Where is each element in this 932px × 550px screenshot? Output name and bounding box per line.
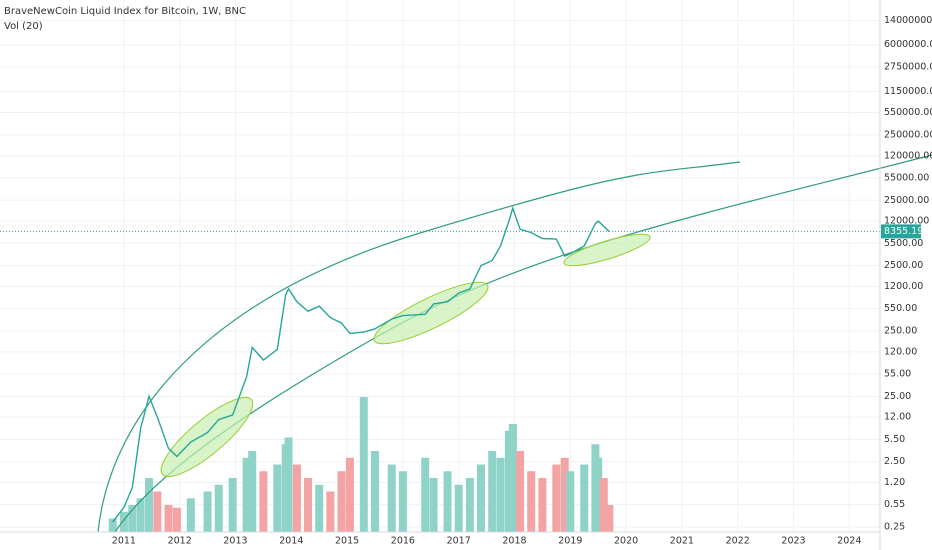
y-tick-label: 55000.00 [884,172,929,183]
y-tick-label: 550.00 [884,303,917,314]
volume-bar [429,478,438,532]
volume-bar [153,491,162,532]
volume-bar [580,464,589,532]
volume-bar [454,484,463,532]
volume-bar [387,464,396,532]
volume-bar [477,464,486,532]
grid [0,0,880,532]
y-tick-label: 25.00 [884,391,911,402]
x-tick-label: 2022 [726,536,750,547]
y-tick-label: 12.00 [884,412,911,423]
y-tick-label: 2750000.00 [884,61,932,72]
x-tick-label: 2013 [223,536,247,547]
volume-bar [538,478,547,532]
volume-label: Vol (20) [4,21,43,32]
x-tick-label: 2024 [837,536,861,547]
volume-bar [605,505,614,532]
volume-bar [108,518,117,532]
volume-bar [144,478,153,532]
y-tick-label: 12000.00 [884,216,929,227]
volume-bar [119,511,128,532]
last-price-box [881,224,921,239]
volume-bar [326,491,335,532]
y-tick-label: 2.50 [884,456,905,467]
volume-bar [421,457,430,532]
volume-bar [398,471,407,532]
volume-bar [284,437,293,532]
y-tick-label: 250000.00 [884,129,932,140]
x-tick-label: 2014 [279,536,303,547]
volume-bar [228,478,237,532]
x-tick-label: 2019 [558,536,582,547]
x-tick-label: 2017 [447,536,471,547]
last-price-label: 8355.19 [884,226,923,237]
x-tick-label: 2018 [502,536,526,547]
x-tick-label: 2023 [781,536,805,547]
volume-bar [136,498,145,532]
volume-bar [552,464,561,532]
volume-bar [465,478,474,532]
x-tick-label: 2011 [112,536,136,547]
highlight-ellipse [563,233,651,267]
volume-bar [496,457,505,532]
x-tick-label: 2016 [391,536,415,547]
volume-bar [560,457,569,532]
y-tick-label: 1.20 [884,477,905,488]
volume-bar [214,484,223,532]
y-tick-label: 250.00 [884,325,917,336]
y-tick-label: 6000000.00 [884,39,932,50]
volume-bar [292,464,301,532]
y-tick-label: 55.00 [884,368,911,379]
x-tick-label: 2015 [335,536,359,547]
y-tick-label: 120000.00 [884,150,932,161]
y-tick-label: 2500.00 [884,260,923,271]
volume-pane [108,397,614,532]
volume-bar [370,451,379,532]
y-tick-label: 0.55 [884,499,905,510]
volume-bar [594,457,603,532]
volume-bar [337,471,346,532]
x-tick-label: 2012 [168,536,192,547]
y-tick-label: 120.00 [884,346,917,357]
volume-bar [203,491,212,532]
volume-bar [304,478,313,532]
volume-bar [164,505,173,532]
volume-bar [172,507,181,532]
volume-bar [359,397,368,532]
volume-bar [527,471,536,532]
x-tick-label: 2021 [670,536,694,547]
y-tick-label: 0.25 [884,522,905,533]
y-tick-label: 5.50 [884,434,905,445]
volume-bar [248,451,257,532]
chart-title: BraveNewCoin Liquid Index for Bitcoin, 1… [4,6,246,17]
volume-bar [128,505,137,532]
y-tick-label: 14000000.00 [884,15,932,26]
volume-bar [508,424,517,532]
volume-bar [186,498,195,532]
price-pane [0,205,880,523]
y-tick-label: 550000.00 [884,107,932,118]
y-tick-label: 1200.00 [884,281,923,292]
volume-bar [242,457,251,532]
upper-trend-curve [97,161,741,533]
volume-bar [345,457,354,532]
y-tick-label: 5500.00 [884,238,923,249]
volume-bar [566,471,575,532]
volume-bar [259,471,268,532]
volume-bar [443,471,452,532]
volume-bar [488,451,497,532]
volume-bar [273,464,282,532]
volume-bar [315,484,324,532]
highlight-ellipse [160,397,254,477]
volume-bar [516,451,525,532]
volume-bar [599,478,608,532]
highlight-ellipse [373,281,489,345]
price-line [112,205,610,523]
x-tick-label: 2020 [614,536,638,547]
y-tick-label: 1150000.00 [884,86,932,97]
y-tick-label: 25000.00 [884,195,929,206]
